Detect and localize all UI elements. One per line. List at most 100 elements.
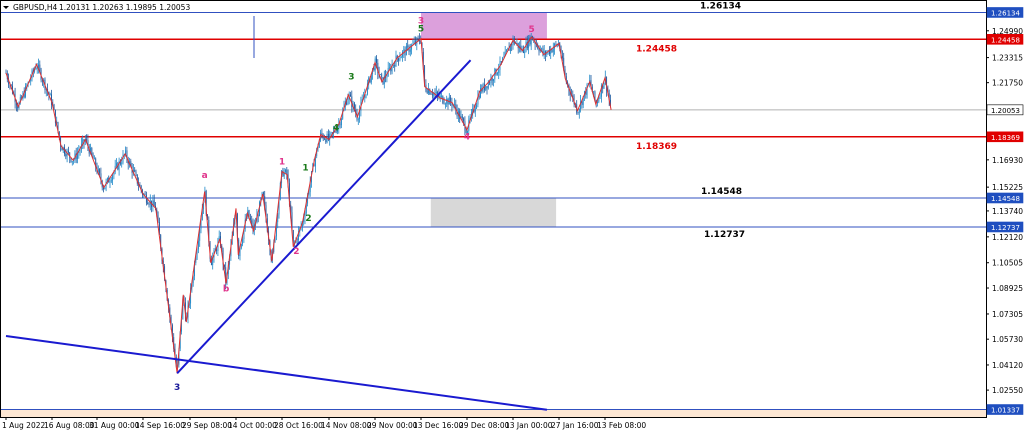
candle-body <box>58 131 60 138</box>
candle-body <box>413 41 415 44</box>
candle-body <box>463 118 465 122</box>
wave-label-magenta-a: a <box>202 171 208 181</box>
candle-body <box>30 78 32 82</box>
candle-body <box>147 202 149 205</box>
candle-body <box>67 150 69 153</box>
candle-body <box>428 89 429 94</box>
candle-body <box>541 48 543 50</box>
candle-body <box>279 183 281 200</box>
candle-body <box>422 51 424 66</box>
candle-body <box>539 49 541 52</box>
candle-body <box>521 48 523 51</box>
dropdown-arrow-icon[interactable] <box>3 6 9 9</box>
x-tick-label-8: 29 Nov 00:00 <box>367 421 418 430</box>
candle-body <box>243 229 245 240</box>
candle-body <box>197 240 199 250</box>
candle-body <box>548 50 550 54</box>
level-label-1.12737: 1.12737 <box>704 230 745 240</box>
candle-body <box>567 81 569 85</box>
candle-body <box>528 37 530 49</box>
candle-body <box>39 64 41 70</box>
level-label-1.24458: 1.24458 <box>636 44 677 54</box>
candle-body <box>286 169 288 175</box>
candle-body <box>608 93 610 100</box>
candle-body <box>325 139 327 143</box>
candle-body <box>353 103 355 111</box>
candle-body <box>221 246 223 250</box>
candle-body <box>561 56 563 58</box>
candle-body <box>308 192 310 195</box>
candle-body <box>136 174 138 184</box>
candle-body <box>572 95 574 97</box>
candle-body <box>446 98 448 104</box>
y-tick-label-1.15225: 1.15225 <box>992 183 1023 192</box>
candle-body <box>438 94 440 98</box>
candle-body <box>441 95 442 97</box>
candle-body <box>330 132 332 134</box>
candle-body <box>504 51 506 56</box>
candle-body <box>35 68 37 70</box>
candle-body <box>465 130 467 133</box>
price-tag-1.18369: 1.18369 <box>986 131 1024 143</box>
level-labels-layer: 1.26134 1.24458 1.18369 1.14548 1.12737 <box>636 1 745 240</box>
y-tick-label-1.24990: 1.24990 <box>992 27 1023 36</box>
candle-body <box>317 147 319 149</box>
candle-body <box>396 55 398 59</box>
candle-body <box>106 178 108 182</box>
candle-body <box>288 183 290 205</box>
candle-body <box>434 93 436 94</box>
candle-body <box>252 222 254 231</box>
candle-body <box>350 94 351 97</box>
candle-body <box>327 133 329 140</box>
candle-body <box>34 69 36 72</box>
upper-zone <box>421 12 547 40</box>
candle-body <box>251 220 253 223</box>
candle-body <box>248 210 250 219</box>
candle-body <box>175 357 177 367</box>
x-tick-label-5: 14 Oct 00:00 <box>228 421 277 430</box>
candle-body <box>36 68 38 69</box>
y-tick-label-1.05730: 1.05730 <box>992 335 1023 344</box>
y-tick-label-1.23315: 1.23315 <box>992 54 1023 63</box>
candle-body <box>402 51 403 57</box>
candle-body <box>503 55 505 59</box>
candle-body <box>84 139 86 143</box>
candle-body <box>61 146 63 151</box>
price-tag-1.01337: 1.01337 <box>986 404 1024 415</box>
candle-body <box>324 138 325 140</box>
candle-body <box>274 236 276 242</box>
candle-body <box>329 133 331 140</box>
candle-body <box>304 213 306 219</box>
candle-body <box>309 182 311 193</box>
x-tick-label-0: 1 Aug 2022 <box>2 421 45 430</box>
candle-body <box>512 38 514 46</box>
candle-body <box>366 83 368 95</box>
candle-body <box>398 58 400 61</box>
candle-body <box>498 69 500 73</box>
candle-body <box>598 97 600 102</box>
candle-body <box>373 68 375 71</box>
candle-body <box>331 132 333 133</box>
candle-body <box>199 229 201 241</box>
candle-body <box>78 151 80 154</box>
candle-body <box>389 67 390 69</box>
level-label-1.18369: 1.18369 <box>636 142 677 152</box>
candle-body <box>610 99 611 107</box>
candle-body <box>97 169 99 173</box>
candle-body <box>169 307 171 318</box>
candle-body <box>8 79 10 85</box>
candle-body <box>303 218 305 223</box>
candle-body <box>395 55 397 67</box>
candle-body <box>381 74 383 78</box>
x-tick-label-3: 14 Sep 16:00 <box>135 421 185 430</box>
candle-body <box>403 49 405 52</box>
candle-body <box>100 173 102 181</box>
candle-body <box>472 108 474 113</box>
candle-body <box>424 65 426 85</box>
candle-body <box>508 48 510 51</box>
x-tick-label-11: 13 Jan 00:00 <box>505 421 553 430</box>
candle-body <box>287 174 289 184</box>
candle-body <box>526 41 528 49</box>
candle-body <box>238 239 240 257</box>
candle-body <box>126 150 128 160</box>
